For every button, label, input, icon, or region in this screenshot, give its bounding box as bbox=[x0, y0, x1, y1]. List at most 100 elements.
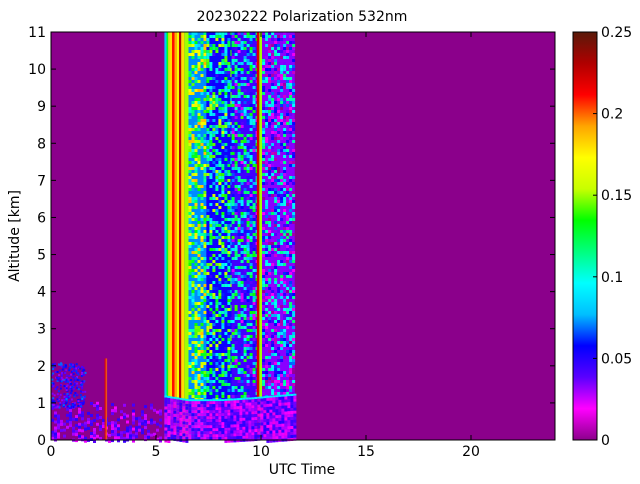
heatmap-cell bbox=[215, 164, 219, 167]
heatmap-cell bbox=[289, 350, 293, 353]
heatmap-cell bbox=[206, 143, 210, 146]
heatmap-cell bbox=[292, 215, 296, 218]
heatmap-cell bbox=[257, 425, 261, 429]
heatmap-cell bbox=[275, 418, 279, 422]
heatmap-cell bbox=[274, 152, 278, 155]
heatmap-cell bbox=[197, 194, 201, 197]
heatmap-cell bbox=[93, 404, 96, 407]
heatmap-cell bbox=[218, 437, 222, 441]
heatmap-cell bbox=[262, 137, 266, 140]
heatmap-cell bbox=[194, 275, 198, 278]
heatmap-cell bbox=[236, 418, 240, 422]
heatmap-cell bbox=[234, 176, 238, 179]
heatmap-cell bbox=[260, 425, 264, 429]
heatmap-cell bbox=[280, 242, 284, 245]
heatmap-cell bbox=[206, 329, 210, 332]
heatmap-cell bbox=[271, 107, 275, 110]
heatmap-cell bbox=[218, 140, 222, 143]
heatmap-cell bbox=[221, 110, 225, 113]
heatmap-cell bbox=[212, 179, 216, 182]
heatmap-cell bbox=[203, 32, 207, 35]
heatmap-cell bbox=[197, 185, 201, 188]
heatmap-cell bbox=[188, 89, 192, 92]
heatmap-cell bbox=[280, 359, 284, 362]
heatmap-cell bbox=[218, 119, 222, 122]
heatmap-cell bbox=[206, 434, 210, 438]
heatmap-cell bbox=[237, 278, 241, 281]
heatmap-cell bbox=[249, 74, 253, 77]
heatmap-cell bbox=[102, 425, 105, 428]
heatmap-cell bbox=[221, 59, 225, 62]
heatmap-cell bbox=[60, 422, 63, 426]
heatmap-cell bbox=[277, 203, 281, 206]
heatmap-cell bbox=[280, 341, 284, 344]
heatmap-cell bbox=[278, 420, 282, 424]
heatmap-cell bbox=[249, 197, 253, 200]
heatmap-cell bbox=[52, 385, 55, 388]
heatmap-cell bbox=[59, 384, 62, 387]
heatmap-cell bbox=[289, 155, 293, 158]
heatmap-cell bbox=[138, 425, 141, 429]
heatmap-cell bbox=[263, 428, 267, 432]
heatmap-cell bbox=[215, 209, 219, 212]
heatmap-cell bbox=[246, 395, 250, 398]
heatmap-cell bbox=[197, 434, 201, 438]
heatmap-cell bbox=[227, 415, 231, 419]
heatmap-cell bbox=[286, 50, 290, 53]
heatmap-cell bbox=[167, 419, 171, 422]
heatmap-cell bbox=[290, 429, 294, 432]
heatmap-cell bbox=[286, 86, 290, 89]
heatmap-cell bbox=[237, 218, 241, 221]
heatmap-cell bbox=[280, 275, 284, 278]
heatmap-cell bbox=[206, 293, 210, 296]
heatmap-cell bbox=[286, 374, 290, 377]
heatmap-cell bbox=[209, 284, 213, 287]
heatmap-cell bbox=[248, 414, 252, 418]
heatmap-cell bbox=[274, 233, 278, 236]
heatmap-cell bbox=[179, 435, 183, 439]
heatmap-cell bbox=[252, 248, 256, 251]
heatmap-cell bbox=[234, 359, 238, 362]
heatmap-cell bbox=[215, 38, 219, 41]
heatmap-cell bbox=[200, 59, 204, 62]
heatmap-cell bbox=[231, 203, 235, 206]
heatmap-cell bbox=[284, 408, 288, 412]
heatmap-cell bbox=[289, 197, 293, 200]
heatmap-cell bbox=[191, 413, 195, 417]
heatmap-cell bbox=[76, 393, 79, 396]
heatmap-cell bbox=[243, 188, 247, 191]
y-tick-label: 11 bbox=[28, 25, 46, 41]
heatmap-cell bbox=[188, 44, 192, 47]
heatmap-cell bbox=[243, 305, 247, 308]
heatmap-cell bbox=[188, 41, 192, 44]
heatmap-cell bbox=[249, 290, 253, 293]
heatmap-cell bbox=[231, 182, 235, 185]
heatmap-cell bbox=[234, 80, 238, 83]
heatmap-cell bbox=[188, 71, 192, 74]
heatmap-cell bbox=[212, 167, 216, 170]
heatmap-cell bbox=[240, 215, 244, 218]
heatmap-cell bbox=[191, 35, 195, 38]
heatmap-cell bbox=[194, 233, 198, 236]
heatmap-cell bbox=[102, 419, 105, 422]
heatmap-cell bbox=[293, 413, 297, 417]
heatmap-cell bbox=[237, 368, 241, 371]
heatmap-cell bbox=[197, 242, 201, 245]
heatmap-cell bbox=[81, 423, 84, 427]
heatmap-cell bbox=[262, 188, 266, 191]
heatmap-cell bbox=[231, 101, 235, 104]
heatmap-cell bbox=[191, 311, 195, 314]
heatmap-cell bbox=[203, 275, 207, 278]
heatmap-cell bbox=[191, 41, 195, 44]
heatmap-cell bbox=[197, 389, 201, 392]
heatmap-cell bbox=[243, 212, 247, 215]
heatmap-cell bbox=[170, 416, 174, 420]
heatmap-cell bbox=[268, 383, 272, 386]
heatmap-cell bbox=[170, 410, 174, 414]
heatmap-cell bbox=[289, 239, 293, 242]
heatmap-cell bbox=[69, 409, 72, 413]
heatmap-cell bbox=[224, 272, 228, 275]
heatmap-cell bbox=[209, 86, 213, 89]
heatmap-cell bbox=[265, 305, 269, 308]
heatmap-cell bbox=[218, 206, 222, 209]
